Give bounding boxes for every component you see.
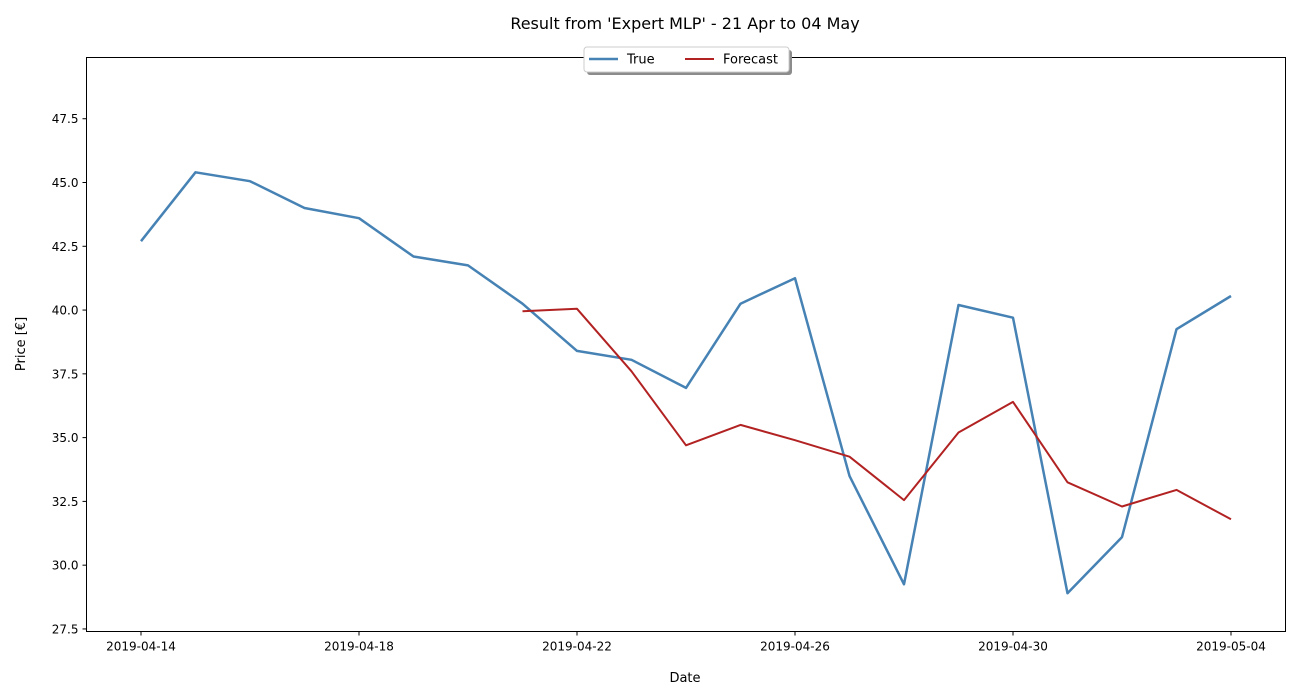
x-axis-ticks: 2019-04-14 2019-04-18 2019-04-22 2019-04-26… bbox=[106, 631, 1266, 654]
legend: True Forecast bbox=[583, 46, 792, 75]
plot-area bbox=[140, 171, 1232, 595]
y-tick-label: 32.5 bbox=[52, 495, 79, 509]
plot-frame bbox=[86, 57, 1286, 632]
x-tick-label: 2019-04-30 bbox=[978, 640, 1048, 654]
legend-label-true: True bbox=[626, 53, 655, 68]
y-tick-label: 40.0 bbox=[52, 304, 79, 318]
y-tick-label: 45.0 bbox=[52, 176, 79, 190]
x-tick-label: 2019-04-26 bbox=[760, 640, 830, 654]
series-line-true bbox=[140, 171, 1232, 595]
y-tick-label: 30.0 bbox=[52, 559, 79, 573]
x-axis-label: Date bbox=[669, 671, 700, 686]
x-tick-label: 2019-05-04 bbox=[1196, 640, 1266, 654]
y-tick-label: 37.5 bbox=[52, 367, 79, 381]
y-tick-label: 47.5 bbox=[52, 112, 79, 126]
x-tick-label: 2019-04-22 bbox=[542, 640, 612, 654]
chart-title: Result from 'Expert MLP' - 21 Apr to 04 … bbox=[510, 14, 859, 33]
series-line-forecast bbox=[522, 307, 1232, 521]
x-tick-label: 2019-04-14 bbox=[106, 640, 176, 654]
y-tick-label: 42.5 bbox=[52, 240, 79, 254]
y-axis-label: Price [€] bbox=[14, 317, 29, 371]
y-axis-ticks: 27.5 30.0 32.5 35.0 37.5 40.0 42.5 45.0 47.5 bbox=[52, 112, 87, 636]
y-tick-label: 35.0 bbox=[52, 431, 79, 445]
y-tick-label: 27.5 bbox=[52, 622, 79, 636]
legend-label-forecast: Forecast bbox=[723, 53, 778, 68]
x-tick-label: 2019-04-18 bbox=[324, 640, 394, 654]
